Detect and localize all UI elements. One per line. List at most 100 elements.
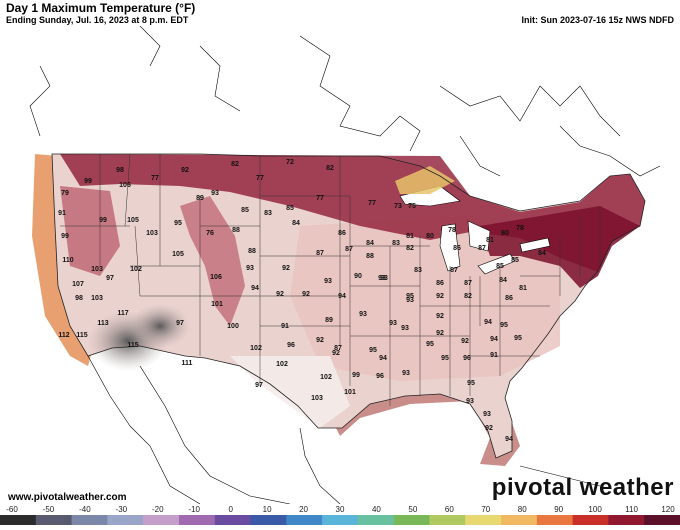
temperature-label: 92 <box>332 350 340 357</box>
temperature-label: 92 <box>302 291 310 298</box>
temperature-label: 88 <box>366 253 374 260</box>
colorbar-tick-label: 40 <box>372 505 381 514</box>
temperature-label: 94 <box>505 436 513 443</box>
temperature-label: 87 <box>345 246 353 253</box>
init-time: Init: Sun 2023-07-16 15z NWS NDFD <box>521 15 674 25</box>
temperature-label: 102 <box>130 266 142 273</box>
temperature-label: 87 <box>450 267 458 274</box>
colorbar-tick-label: 120 <box>661 505 675 514</box>
temperature-label: 93 <box>380 275 388 282</box>
colorbar-swatch <box>536 515 574 525</box>
temperature-label: 82 <box>464 293 472 300</box>
temperature-label: 94 <box>379 355 387 362</box>
temperature-label: 86 <box>436 280 444 287</box>
temperature-label: 88 <box>232 227 240 234</box>
colorbar-tick-label: 30 <box>336 505 345 514</box>
temperature-label: 100 <box>227 323 239 330</box>
temperature-label: 99 <box>99 217 107 224</box>
colorbar-swatch <box>501 515 538 525</box>
temperature-label: 92 <box>436 330 444 337</box>
colorbar-swatch <box>143 515 180 525</box>
colorbar-swatch <box>393 515 430 525</box>
temperature-label: 88 <box>248 248 256 255</box>
temperature-label: 95 <box>174 220 182 227</box>
temperature-label: 85 <box>241 207 249 214</box>
temperature-label: 102 <box>276 361 288 368</box>
temperature-label: 93 <box>402 370 410 377</box>
colorbar-tick-label: -60 <box>6 505 18 514</box>
northern-tier-shading <box>60 154 645 272</box>
temperature-label: 117 <box>117 310 128 317</box>
temperature-label: 87 <box>316 250 324 257</box>
temperature-label: 83 <box>392 240 400 247</box>
colorbar-tick-label: 80 <box>518 505 527 514</box>
temperature-label: 110 <box>62 257 73 264</box>
source-credit: www.pivotalweather.com <box>8 492 127 503</box>
colorbar-swatch <box>357 515 395 525</box>
forecast-map[interactable]: 98 82 72 82 99 106 77 92 77 79 93 89 91 99 105 95 85 83 85… <box>0 25 680 505</box>
temperature-label: 85 <box>286 205 294 212</box>
colorbar-tick-label: 90 <box>554 505 563 514</box>
temperature-label: 94 <box>490 336 498 343</box>
temperature-label: 81 <box>406 233 414 240</box>
temperature-label: 95 <box>467 380 475 387</box>
temperature-label: 84 <box>366 240 374 247</box>
colorbar-tick-label: -40 <box>79 505 91 514</box>
temperature-label: 86 <box>338 230 346 237</box>
colorbar-swatch <box>286 515 323 525</box>
rockies-shading <box>180 196 245 326</box>
colorbar-tick-label: 110 <box>625 505 638 514</box>
colorbar-swatch <box>608 515 645 525</box>
mexico-coastline <box>87 355 601 505</box>
temperature-label: 115 <box>76 332 87 339</box>
temperature-label: 105 <box>127 217 139 224</box>
temperature-label: 93 <box>211 190 219 197</box>
temperature-label: 87 <box>464 280 472 287</box>
temperature-label: 92 <box>282 265 290 272</box>
temperature-label: 80 <box>501 230 509 237</box>
temperature-label: 91 <box>490 352 498 359</box>
temperature-label: 97 <box>255 382 263 389</box>
colorbar: -60 -50 -40 -30 -20 -10 0 10 20 30 40 50 60 70 80 90 100… <box>0 505 680 525</box>
temperature-label: 91 <box>281 323 289 330</box>
colorbar-tick-label: -20 <box>152 505 164 514</box>
colorbar-swatch <box>214 515 252 525</box>
temperature-label: 93 <box>406 297 414 304</box>
colorbar-swatch <box>572 515 609 525</box>
colorbar-ticks: -60 -50 -40 -30 -20 -10 0 10 20 30 40 50 60 70 80 90 100… <box>6 505 675 514</box>
temperature-label: 82 <box>326 165 334 172</box>
temperature-label: 86 <box>505 295 513 302</box>
temperature-label: 76 <box>206 230 214 237</box>
colorbar-swatch <box>71 515 108 525</box>
temperature-label: 111 <box>182 360 193 367</box>
temperature-label: 93 <box>324 278 332 285</box>
temperature-label: 85 <box>511 257 519 264</box>
temperature-label: 103 <box>91 295 103 302</box>
temperature-label: 103 <box>311 395 323 402</box>
temperature-label: 93 <box>389 320 397 327</box>
colorbar-tick-label: -50 <box>43 505 55 514</box>
temperature-label: 92 <box>316 337 324 344</box>
map-svg: 98 82 72 82 99 106 77 92 77 79 93 89 91 99 105 95 85 83 85… <box>0 25 680 505</box>
temperature-label: 84 <box>292 220 300 227</box>
lake-michigan <box>439 223 461 272</box>
state-borders <box>60 153 601 406</box>
temperature-label: 99 <box>352 372 360 379</box>
temperature-label: 89 <box>196 195 204 202</box>
temperature-label: 95 <box>406 293 414 300</box>
temperature-label: 73 <box>394 203 402 210</box>
colorbar-tick-label: 100 <box>588 505 602 514</box>
temperature-label: 83 <box>264 210 272 217</box>
colorbar-swatch <box>107 515 144 525</box>
temperature-label: 95 <box>369 347 377 354</box>
temperature-label: 82 <box>406 245 414 252</box>
temperature-label: 107 <box>72 281 84 288</box>
temperature-label: 90 <box>354 273 362 280</box>
temperature-label: 101 <box>344 389 356 396</box>
colorbar-tick-label: 70 <box>481 505 490 514</box>
colorbar-tick-label: 0 <box>228 505 233 514</box>
header-bar: Day 1 Maximum Temperature (°F) Ending Su… <box>0 0 680 26</box>
colorbar-swatch <box>465 515 502 525</box>
temperature-label: 81 <box>519 285 527 292</box>
temperature-label: 72 <box>286 159 294 166</box>
